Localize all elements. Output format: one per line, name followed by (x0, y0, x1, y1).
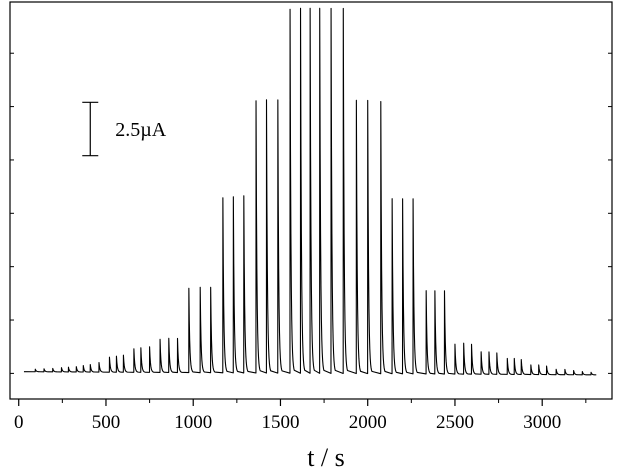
x-tick-label: 500 (92, 412, 121, 433)
x-tick-label: 1500 (261, 412, 299, 433)
x-tick-label: 2500 (436, 412, 474, 433)
x-axis-tick-labels: 0 500 1000 1500 2000 2500 3000 (14, 412, 561, 433)
x-tick-label: 2000 (349, 412, 387, 433)
scale-bar-label: 2.5µA (115, 119, 167, 141)
x-axis-ticks (18, 399, 587, 406)
current-trace (23, 7, 597, 376)
x-tick-label: 1000 (174, 412, 212, 433)
plot-frame (9, 1, 613, 400)
y-axis-ticks (10, 52, 612, 374)
x-axis-title: t / s (307, 443, 345, 469)
x-tick-label: 0 (14, 412, 24, 433)
x-tick-label: 3000 (523, 412, 561, 433)
scale-bar (82, 101, 99, 157)
